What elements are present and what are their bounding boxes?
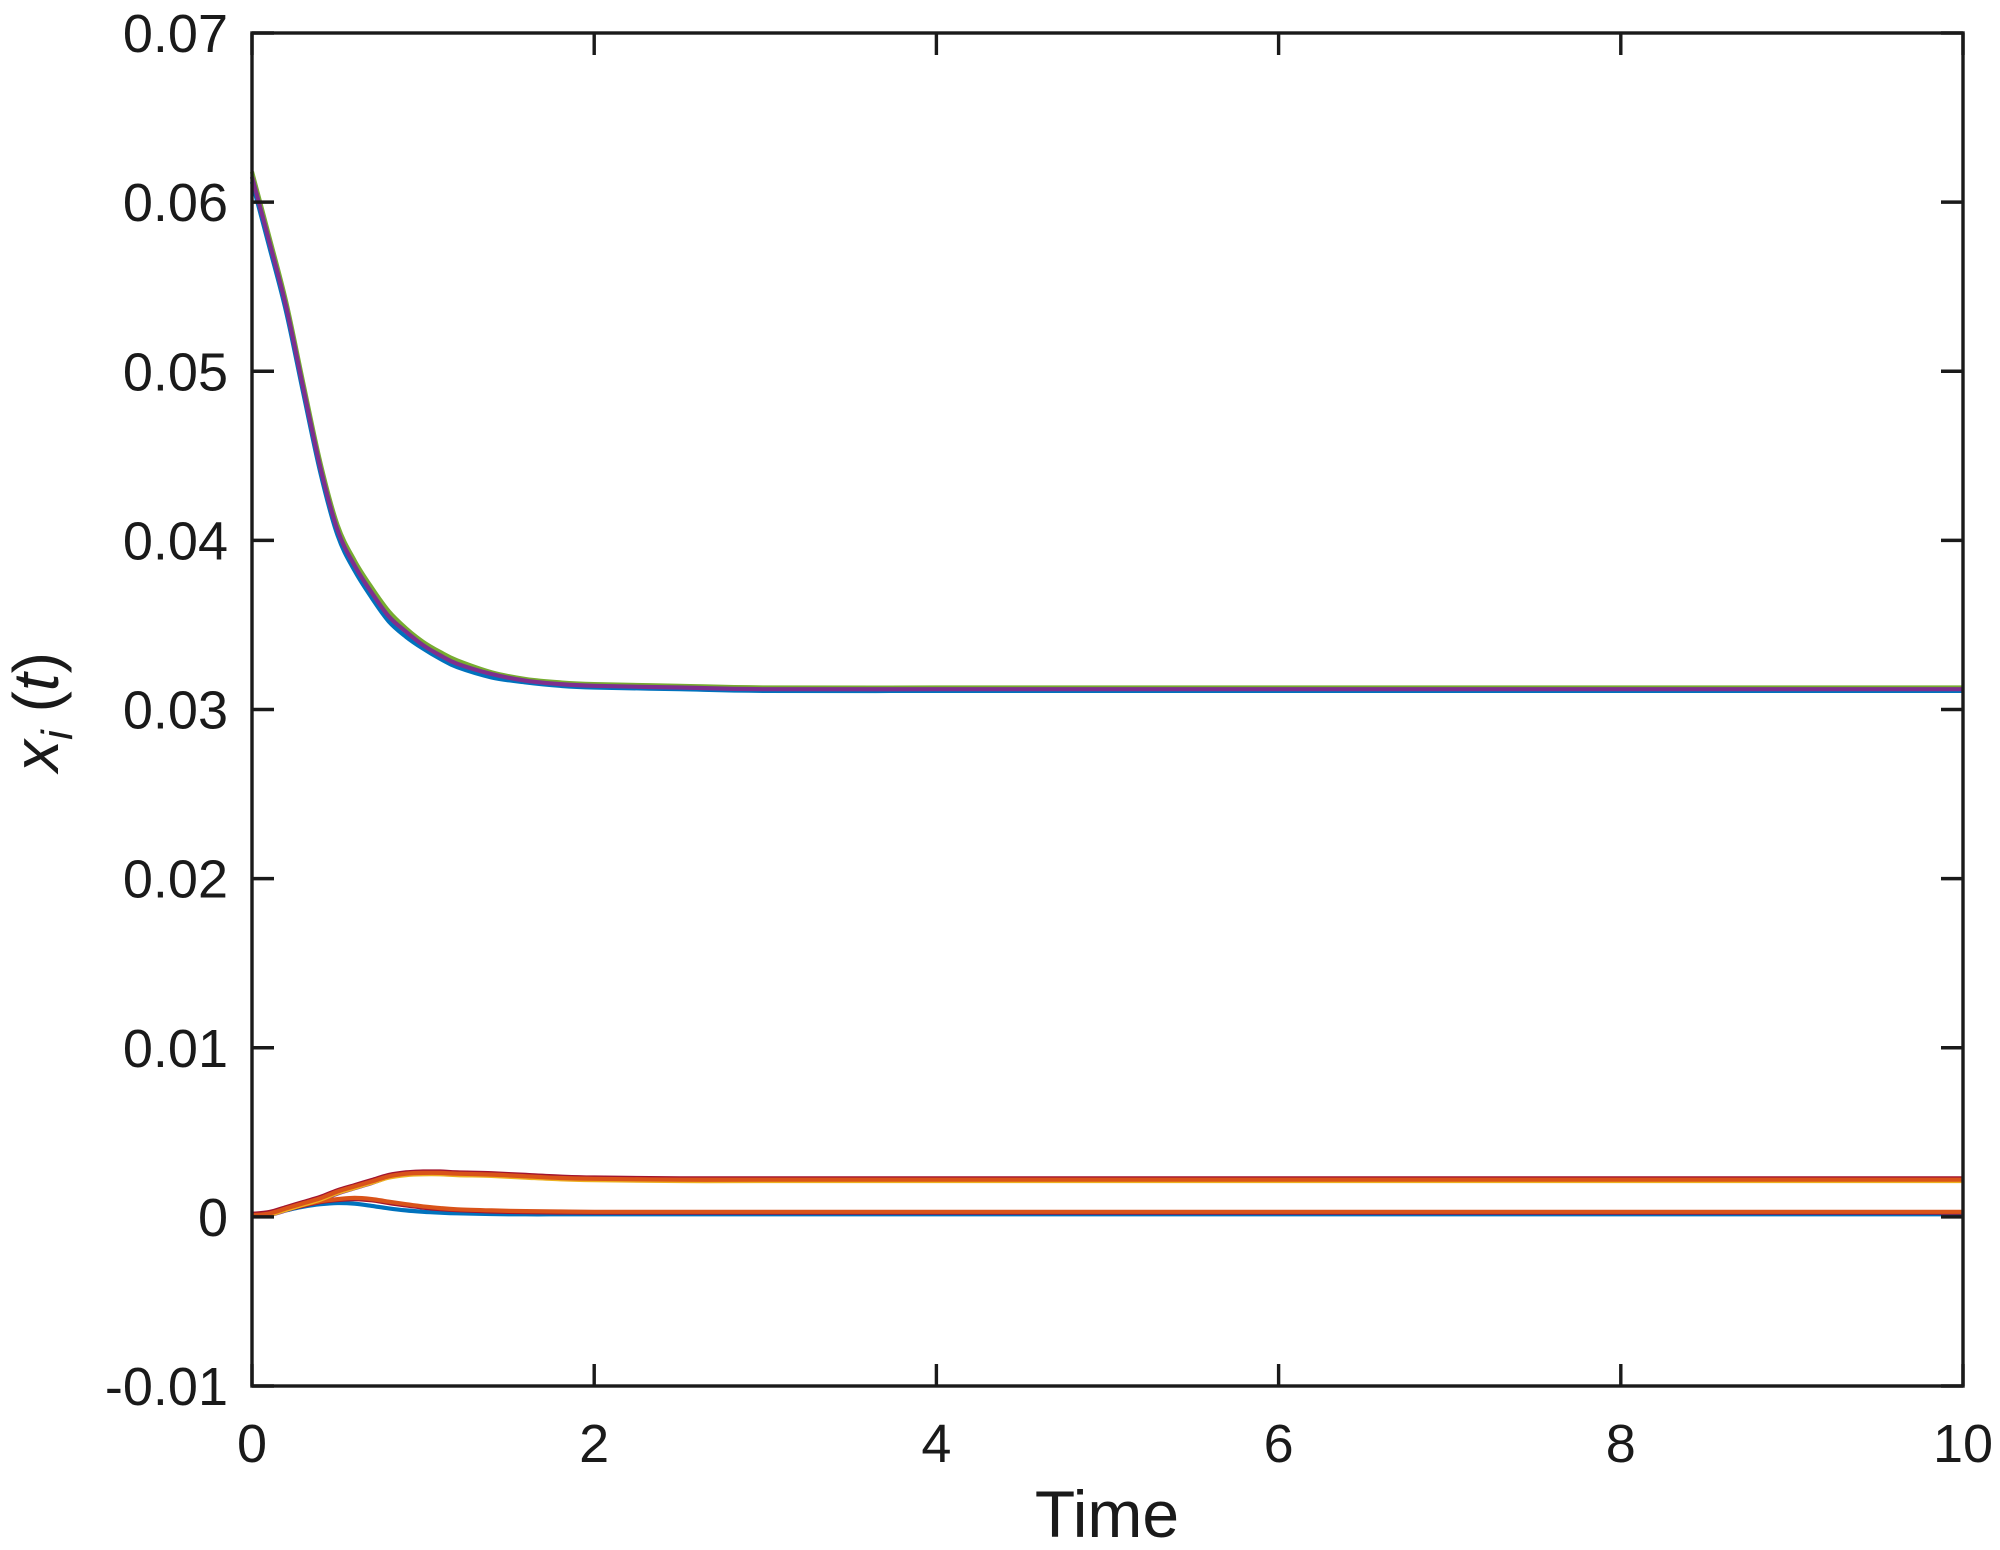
y-axis-label-open-paren: (: [0, 691, 72, 730]
series-lower-trajectory-orange: [251, 1170, 1963, 1218]
axes-layer: 0 2 4 6 8 10-0.0100.010.020.030.040.050.060.0…: [105, 4, 1993, 1474]
y-axis-label-time-variable: t: [0, 671, 72, 691]
y-tick-label: 0.03: [123, 681, 228, 741]
y-tick-label: 0.01: [123, 1019, 228, 1079]
y-tick-label: 0.06: [123, 173, 228, 233]
series-layer: [249, 171, 1963, 1219]
y-axis-label-variable: x: [0, 738, 72, 775]
y-axis-label: xi (t): [0, 652, 82, 775]
series-upper-trajectory-purple: [249, 176, 1963, 692]
series-upper-trajectory-blue: [249, 181, 1963, 694]
y-axis-label-close-paren: ): [0, 652, 72, 673]
y-tick-label: 0.05: [123, 342, 228, 402]
x-tick-label: 4: [921, 1414, 951, 1474]
x-tick-label: 10: [1933, 1414, 1993, 1474]
y-tick-label: 0.07: [123, 4, 228, 64]
x-axis-label: Time: [1035, 1477, 1179, 1550]
y-tick-label: 0.04: [123, 511, 228, 571]
x-tick-label: 8: [1606, 1414, 1636, 1474]
x-tick-label: 6: [1264, 1414, 1294, 1474]
y-tick-label: -0.01: [105, 1357, 228, 1417]
y-tick-label: 0.02: [123, 850, 228, 910]
x-tick-label: 2: [579, 1414, 609, 1474]
y-axis-label-subscript: i: [33, 729, 82, 740]
series-upper-trajectory-green: [249, 171, 1963, 690]
y-tick-label: 0: [198, 1188, 228, 1248]
x-tick-label: 0: [237, 1414, 267, 1474]
series-lower-trajectory-orange-bump: [251, 1195, 1963, 1218]
